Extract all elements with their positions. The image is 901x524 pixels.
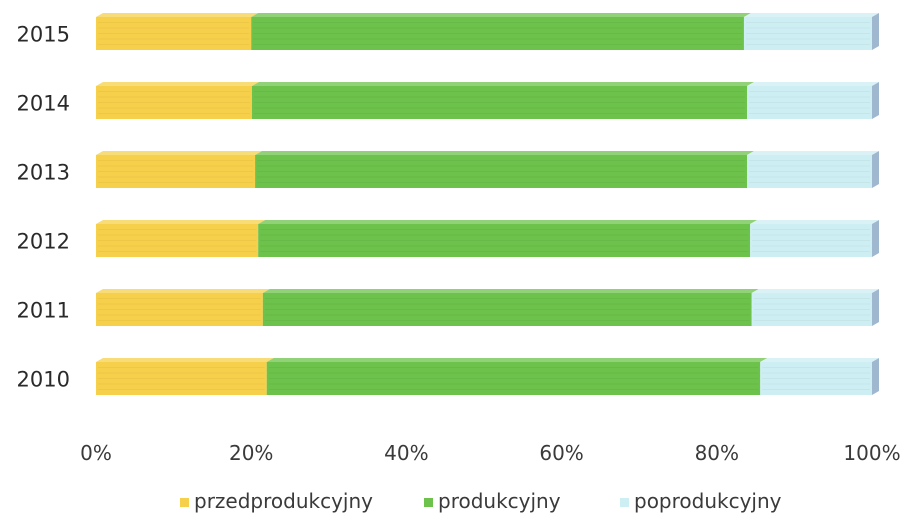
legend-swatch (620, 498, 629, 507)
bar-top-face (258, 220, 758, 224)
bar-segment-poprodukcyjny-2015 (743, 13, 879, 50)
bar-top-face (747, 151, 879, 155)
legend-label: poprodukcyjny (634, 489, 782, 513)
bar-segment-przedprodukcyjny-2012 (96, 220, 266, 257)
legend-swatch (180, 498, 189, 507)
y-tick-label: 2014 (17, 92, 70, 116)
bar-side-face (872, 220, 879, 257)
bar-top-face (96, 82, 259, 86)
bar-segment-poprodukcyjny-2013 (747, 151, 879, 188)
x-tick-label: 20% (229, 441, 273, 465)
bar-top-face (251, 82, 755, 86)
x-tick-label: 80% (695, 441, 739, 465)
legend: przedprodukcyjny produkcyjny poprodukcyjny (180, 489, 782, 513)
bar-segment-przedprodukcyjny-2014 (96, 82, 259, 119)
x-tick-label: 0% (80, 441, 112, 465)
bar-side-face (872, 13, 879, 50)
bar-segment-produkcyjny-2014 (251, 82, 755, 119)
bar-segment-przedprodukcyjny-2011 (96, 289, 270, 326)
bar-segment-produkcyjny-2010 (266, 358, 768, 395)
bar-top-face (96, 13, 259, 17)
bar-top-face (96, 220, 266, 224)
x-tick-label: 60% (539, 441, 583, 465)
x-tick-label: 40% (384, 441, 428, 465)
bar-top-face (760, 358, 879, 362)
bar-side-face (872, 358, 879, 395)
bar-segment-produkcyjny-2015 (251, 13, 751, 50)
bar-segment-poprodukcyjny-2010 (760, 358, 879, 395)
bar-top-face (750, 220, 879, 224)
bar-segment-produkcyjny-2013 (255, 151, 755, 188)
bar-segment-produkcyjny-2012 (258, 220, 758, 257)
bar-top-face (262, 289, 759, 293)
y-tick-label: 2011 (17, 299, 70, 323)
y-axis-labels: 2015 2014 2013 2012 2011 2010 (17, 23, 70, 392)
bar-top-face (266, 358, 768, 362)
bar-top-face (747, 82, 879, 86)
legend-label: przedprodukcyjny (194, 489, 373, 513)
bar-segment-przedprodukcyjny-2013 (96, 151, 263, 188)
legend-item-poprodukcyjny: poprodukcyjny (620, 489, 782, 513)
bar-segment-poprodukcyjny-2011 (751, 289, 879, 326)
bar-segment-przedprodukcyjny-2015 (96, 13, 259, 50)
bar-top-face (251, 13, 751, 17)
bar-side-face (872, 151, 879, 188)
bar-top-face (96, 151, 263, 155)
y-tick-label: 2015 (17, 23, 70, 47)
bar-top-face (255, 151, 755, 155)
x-tick-label: 100% (843, 441, 900, 465)
bar-segment-poprodukcyjny-2012 (750, 220, 879, 257)
legend-swatch (424, 498, 433, 507)
bar-side-face (872, 289, 879, 326)
bar-segment-poprodukcyjny-2014 (747, 82, 879, 119)
y-tick-label: 2012 (17, 230, 70, 254)
y-tick-label: 2013 (17, 161, 70, 185)
bar-top-face (96, 289, 270, 293)
legend-item-produkcyjny: produkcyjny (424, 489, 561, 513)
bar-top-face (96, 358, 274, 362)
y-tick-label: 2010 (17, 368, 70, 392)
bar-segment-przedprodukcyjny-2010 (96, 358, 274, 395)
bars-layer (96, 13, 879, 395)
x-axis-labels: 0% 20% 40% 60% 80% 100% (80, 441, 900, 465)
bar-top-face (751, 289, 879, 293)
legend-label: produkcyjny (438, 489, 561, 513)
bar-top-face (743, 13, 879, 17)
bar-segment-produkcyjny-2011 (262, 289, 759, 326)
bar-side-face (872, 82, 879, 119)
legend-item-przedprodukcyjny: przedprodukcyjny (180, 489, 373, 513)
